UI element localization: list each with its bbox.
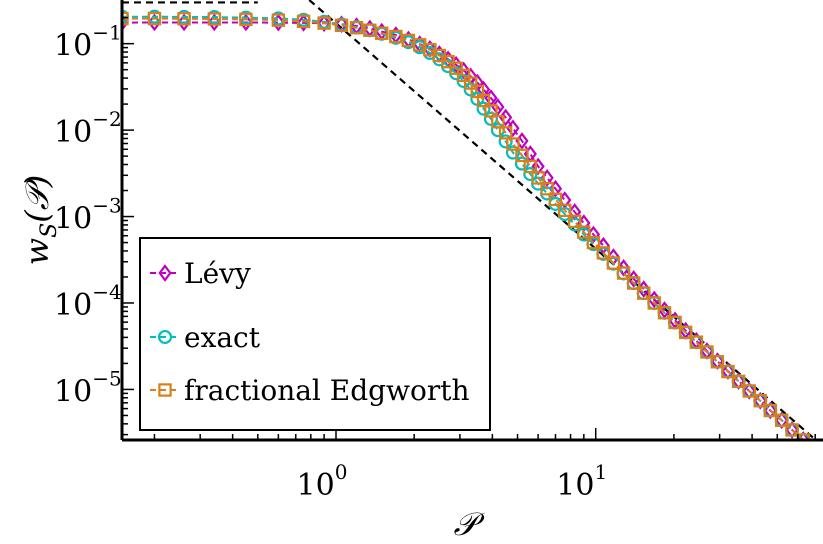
data-point-square <box>606 256 621 270</box>
legend-box <box>139 237 491 431</box>
data-point-circle <box>490 123 505 138</box>
data-point-square <box>317 16 331 30</box>
data-point-square <box>668 315 682 330</box>
data-point-square <box>731 374 746 389</box>
data-point-square <box>721 364 735 379</box>
data-point-diamond <box>207 13 221 32</box>
legend-entry-square: fractional Edgworth <box>150 374 470 407</box>
data-point-square <box>689 335 704 349</box>
data-point-square <box>349 21 364 35</box>
data-point-square <box>808 444 819 455</box>
data-point-square <box>647 296 661 310</box>
tick-labels: 100 101 10−1 10−2 10−3 10−4 10−5 <box>54 21 607 503</box>
data-point-circle <box>505 145 520 160</box>
series-square <box>122 11 823 464</box>
data-point-square <box>375 26 389 40</box>
data-point-square <box>456 68 471 83</box>
data-point-square <box>657 306 672 320</box>
data-point-diamond <box>808 443 819 457</box>
data-point-square <box>817 453 823 464</box>
data-point-square <box>785 423 799 437</box>
data-point-diamond <box>531 157 545 176</box>
data-point-square <box>271 13 286 27</box>
data-point-diamond <box>177 13 191 32</box>
data-point-square <box>596 246 611 260</box>
data-point-square <box>742 384 756 398</box>
legend-entry-diamond: Lévy <box>150 257 251 290</box>
data-point-square <box>506 137 520 151</box>
data-point-square <box>147 11 162 26</box>
data-point-square <box>389 29 403 44</box>
data-point-square <box>531 171 545 185</box>
legend-marker-diamond <box>158 264 172 282</box>
data-point-square <box>577 225 591 239</box>
data-point-square <box>678 325 693 340</box>
data-point-square <box>558 203 572 218</box>
data-point-square <box>476 93 491 108</box>
data-point-square <box>626 276 641 290</box>
y-tick-label: 10−1 <box>54 21 122 64</box>
x-tick-label: 100 <box>297 460 348 503</box>
data-point-circle <box>498 134 513 149</box>
data-point-square <box>568 214 582 229</box>
data-point-square <box>334 18 349 33</box>
legend-label-diamond: Lévy <box>184 257 251 290</box>
data-point-square <box>498 126 513 140</box>
series-layer <box>122 9 823 465</box>
y-tick-label: 10−2 <box>54 107 122 150</box>
y-axis-label-paren: (𝒫) <box>18 175 56 223</box>
y-axis-label-sub: S <box>37 223 62 238</box>
data-point-square <box>753 394 767 408</box>
y-axis-label: wS(𝒫) <box>18 175 62 266</box>
x-tick-label: 101 <box>556 460 607 503</box>
legend-marker-square <box>158 383 172 397</box>
svg-text:wS(𝒫): wS(𝒫) <box>18 175 62 266</box>
data-point-square <box>700 345 714 359</box>
data-point-square <box>484 104 498 118</box>
data-point-square <box>491 115 505 129</box>
y-axis-label-main: w <box>18 238 56 265</box>
legend-label-circle: exact <box>184 321 261 354</box>
data-point-square <box>586 235 601 250</box>
data-point-square <box>296 14 311 29</box>
data-point-square <box>548 192 563 207</box>
data-point-square <box>515 148 529 163</box>
data-point-circle <box>483 111 498 126</box>
data-point-diamond <box>818 451 823 465</box>
data-point-diamond <box>317 14 331 33</box>
legend-marker-circle <box>157 329 173 345</box>
data-point-square <box>177 12 191 26</box>
data-point-square <box>636 286 651 300</box>
y-tick-label: 10−3 <box>54 194 122 237</box>
data-point-circle <box>808 444 820 456</box>
data-point-square <box>449 61 463 75</box>
legend-entry-circle: exact <box>150 321 261 354</box>
data-point-circle <box>817 452 823 464</box>
data-point-square <box>239 12 253 27</box>
data-point-square <box>763 403 777 418</box>
legend: Lévy exact fractional Edgworth <box>139 237 491 431</box>
axes <box>120 0 823 442</box>
data-point-square <box>616 266 631 280</box>
data-point-square <box>540 181 554 196</box>
reference-lines <box>122 0 818 440</box>
y-tick-label: 10−5 <box>54 366 122 409</box>
data-point-circle <box>523 167 538 182</box>
data-point-circle <box>514 156 530 171</box>
data-point-square <box>710 355 725 369</box>
x-axis-label: 𝒫 <box>453 505 485 543</box>
data-point-square <box>523 159 538 174</box>
y-tick-label: 10−4 <box>54 280 122 323</box>
legend-label-square: fractional Edgworth <box>184 374 470 407</box>
data-point-diamond <box>506 119 520 138</box>
data-point-square <box>774 413 789 427</box>
data-point-circle <box>476 101 491 116</box>
data-point-square <box>207 12 222 26</box>
